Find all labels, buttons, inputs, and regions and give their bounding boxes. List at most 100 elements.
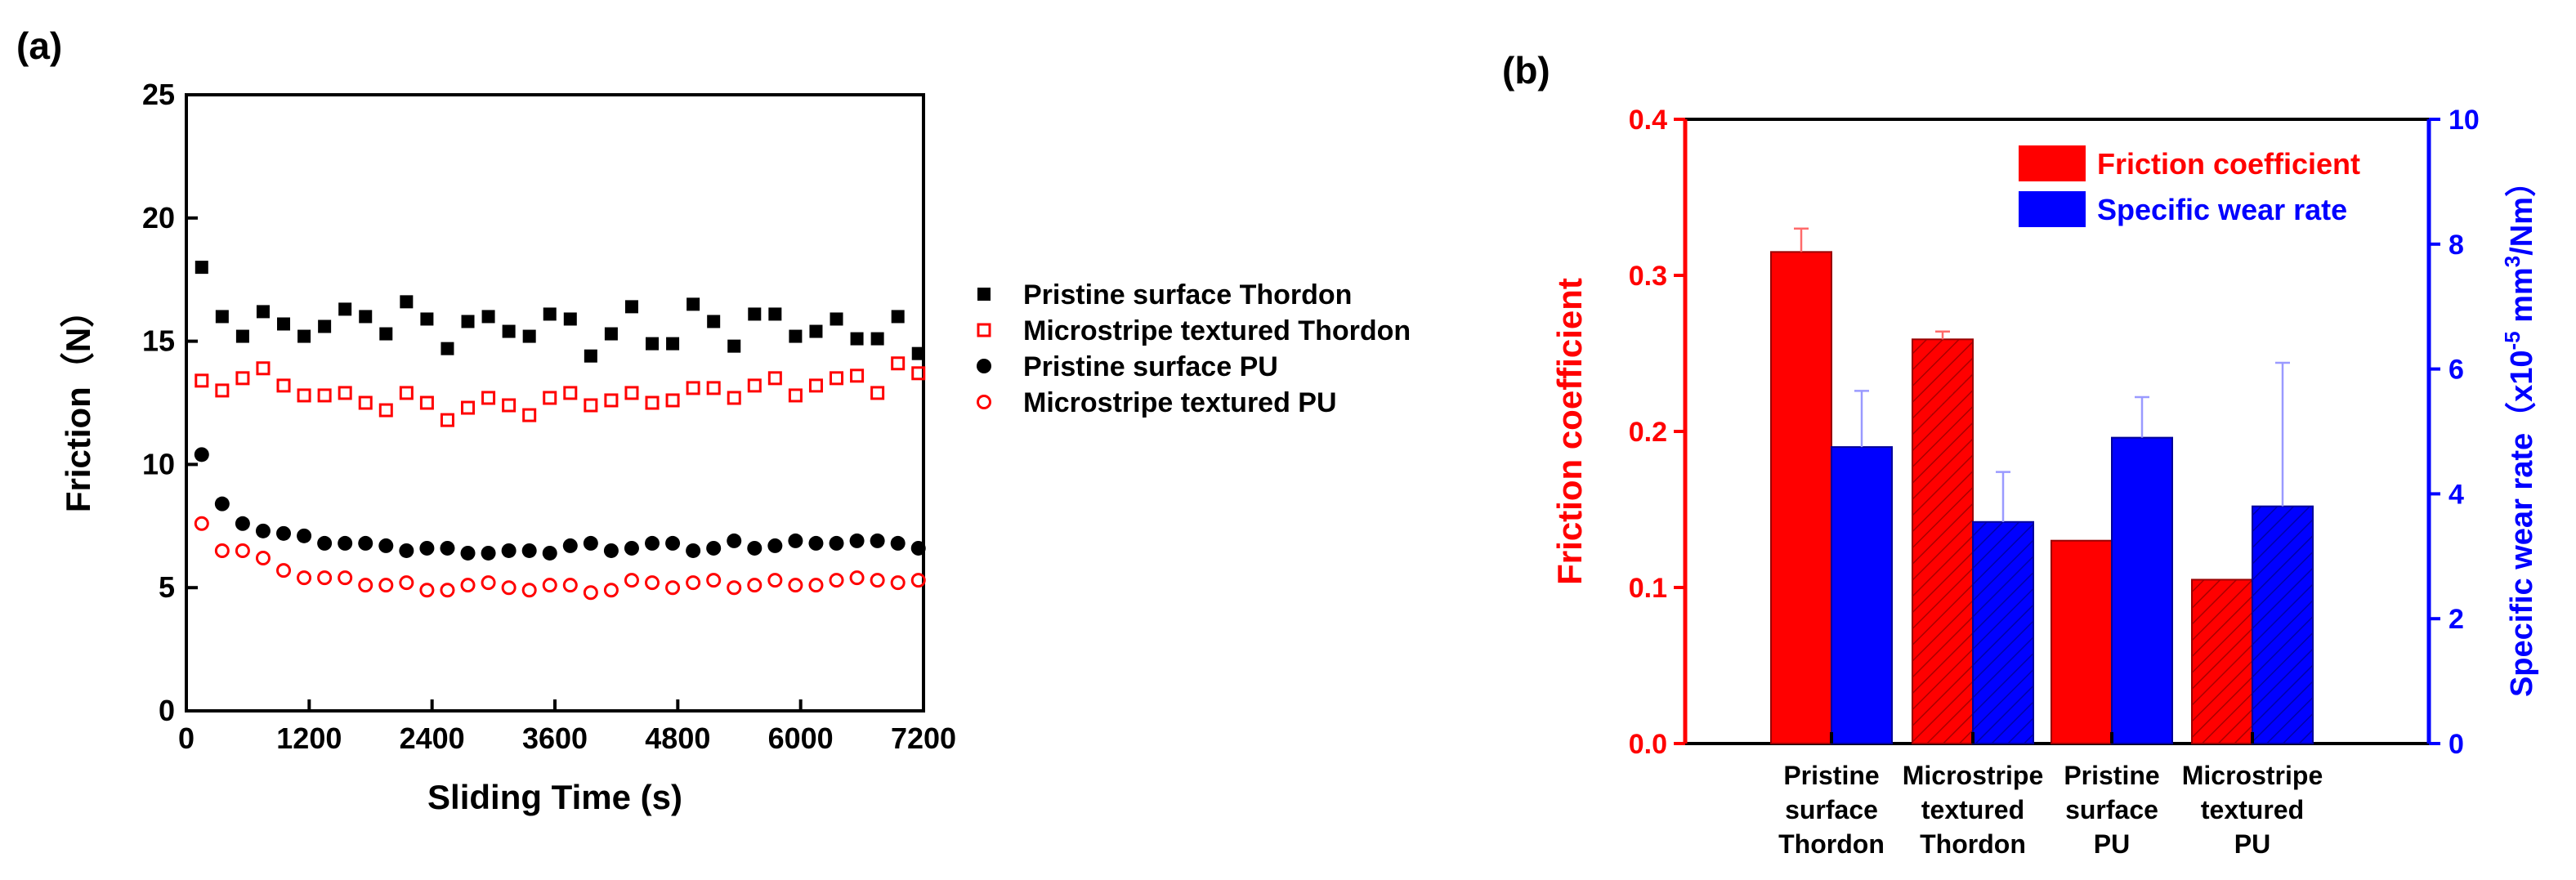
right-title-exp1: -5 (2500, 331, 2525, 350)
data-point-series-0 (809, 324, 823, 338)
data-point-series-3 (706, 573, 722, 588)
data-point-series-2 (624, 540, 639, 556)
data-point-series-0 (584, 349, 597, 363)
right-title-main: Specific wear rate (2505, 433, 2539, 697)
panel-label-a: (a) (16, 25, 62, 67)
data-point-series-0 (481, 310, 495, 324)
data-point-series-2 (808, 535, 824, 551)
data-point-series-2 (358, 535, 373, 551)
data-point-series-1 (195, 373, 209, 388)
data-point-series-1 (808, 378, 823, 393)
right-title-exp2: 3 (2500, 256, 2525, 267)
data-point-series-2 (338, 535, 353, 551)
data-point-series-2 (849, 533, 865, 548)
data-point-series-3 (870, 573, 885, 588)
chart-a-y-axis: 0 5 10 15 20 25 (142, 78, 198, 727)
data-point-series-2 (481, 545, 496, 561)
data-point-series-1 (624, 386, 639, 400)
data-point-series-3 (624, 573, 639, 588)
data-point-series-2 (870, 533, 885, 548)
data-point-series-2 (255, 523, 271, 538)
data-point-series-3 (501, 580, 517, 596)
chart-b-legend: Friction coefficient Specific wear rate (2019, 145, 2360, 227)
data-point-series-1 (911, 366, 926, 381)
data-point-series-3 (440, 583, 455, 598)
data-point-series-0 (461, 315, 475, 328)
data-point-series-1 (317, 388, 332, 403)
data-point-series-0 (379, 327, 393, 341)
data-point-series-1 (215, 383, 230, 398)
data-point-series-3 (686, 575, 701, 591)
legend-marker-1 (977, 323, 991, 337)
data-point-series-2 (317, 535, 333, 551)
data-point-series-1 (870, 386, 885, 400)
data-point-series-0 (195, 261, 208, 275)
chart-b-bars (1770, 227, 2314, 745)
data-point-series-3 (603, 583, 619, 598)
data-point-series-0 (522, 329, 536, 343)
category-label-line: Pristine (2064, 761, 2159, 790)
data-point-series-2 (235, 516, 250, 531)
data-point-series-1 (440, 413, 454, 427)
y-tick-label: 15 (142, 324, 175, 358)
data-point-series-3 (665, 580, 681, 596)
right-title-unit: （x10 (2505, 350, 2539, 432)
data-point-series-1 (256, 361, 271, 376)
wear-bar-3 (2252, 505, 2314, 744)
data-point-series-3 (562, 578, 578, 593)
chart-a-y-title: Friction（N） (59, 293, 97, 512)
data-point-series-2 (562, 538, 578, 553)
data-point-series-3 (276, 563, 292, 578)
left-tick-label: 0.4 (1629, 105, 1667, 136)
category-label-line: surface (2065, 795, 2158, 824)
legend-swatch-0 (2019, 145, 2086, 181)
data-point-series-1 (604, 393, 619, 408)
data-point-series-1 (645, 395, 660, 410)
data-point-series-0 (235, 329, 249, 343)
right-tick-label: 10 (2449, 105, 2480, 136)
data-point-series-1 (461, 400, 476, 415)
data-point-series-3 (399, 575, 414, 591)
chart-a-legend: Pristine surface Thordon Microstripe text… (977, 279, 1411, 418)
data-point-series-0 (338, 302, 352, 316)
data-point-series-0 (830, 312, 843, 326)
data-point-series-2 (706, 540, 722, 556)
y-tick-label: 5 (159, 570, 175, 604)
chart-b-left-title: Friction coefficient (1550, 278, 1589, 585)
data-point-series-0 (748, 307, 762, 321)
category-label-line: textured (1921, 795, 2024, 824)
chart-a: 0 5 10 15 20 25 0 1200 2400 3600 4800 6000 7200 Sli… (59, 78, 1411, 816)
left-tick-label: 0.0 (1629, 729, 1667, 760)
data-point-series-3 (645, 575, 660, 591)
y-tick-label: 25 (142, 78, 175, 111)
y-tick-label: 20 (142, 201, 175, 235)
chart-b-right-title: Specific wear rate（x10-5 mm3/Nm） (2500, 166, 2539, 697)
data-point-series-1 (563, 386, 578, 400)
data-point-series-0 (543, 307, 557, 321)
category-label-line: Thordon (1920, 829, 2026, 859)
legend-marker-2 (977, 359, 991, 373)
data-point-series-3 (378, 578, 394, 593)
data-point-series-0 (646, 337, 660, 351)
left-tick-label: 0.1 (1629, 573, 1667, 604)
data-point-series-2 (419, 540, 435, 556)
data-point-series-1 (297, 388, 311, 403)
data-point-series-2 (645, 535, 660, 551)
data-point-series-2 (297, 528, 312, 543)
data-point-series-2 (501, 543, 517, 558)
data-point-series-2 (378, 538, 394, 553)
legend-swatch-1 (2019, 191, 2086, 227)
data-point-series-1 (419, 395, 434, 410)
data-point-series-2 (829, 535, 844, 551)
legend-label-0: Pristine surface Thordon (1023, 279, 1352, 310)
friction-bar-2 (2051, 539, 2113, 745)
data-point-series-0 (911, 346, 925, 360)
data-point-series-3 (214, 543, 230, 558)
left-tick-label: 0.2 (1629, 417, 1667, 448)
data-point-series-3 (808, 578, 824, 593)
data-point-series-3 (583, 585, 598, 601)
data-point-series-1 (686, 381, 700, 395)
chart-a-points (194, 261, 926, 601)
data-point-series-1 (891, 356, 906, 371)
data-point-series-0 (604, 327, 618, 341)
